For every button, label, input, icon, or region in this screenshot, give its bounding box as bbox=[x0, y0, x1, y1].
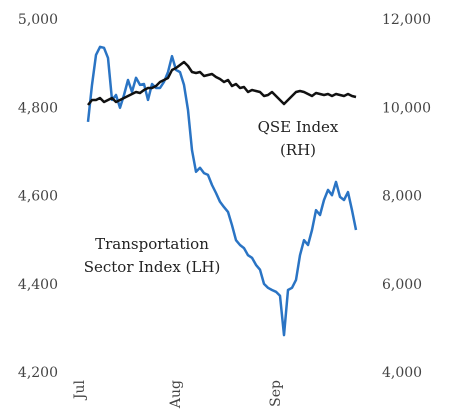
y2-tick-label: 12,000 bbox=[382, 12, 431, 28]
y-tick-label: 5,000 bbox=[18, 12, 58, 28]
y-tick-label: 4,200 bbox=[18, 365, 58, 381]
x-tick-label: Jul bbox=[72, 379, 88, 401]
series-line bbox=[87, 60, 357, 106]
annotation: QSE Index bbox=[258, 118, 339, 136]
x-tick-label: Aug bbox=[168, 380, 184, 409]
series-line bbox=[86, 45, 358, 337]
y2-tick-label: 6,000 bbox=[382, 277, 422, 293]
y-tick-label: 4,400 bbox=[18, 277, 58, 293]
y2-tick-label: 10,000 bbox=[382, 100, 431, 116]
y-tick-label: 4,600 bbox=[18, 189, 58, 205]
annotation: Transportation bbox=[95, 235, 209, 253]
x-tick-label: Sep bbox=[268, 380, 284, 407]
annotation: (RH) bbox=[280, 141, 316, 159]
y-tick-label: 4,800 bbox=[18, 100, 58, 116]
y2-tick-label: 4,000 bbox=[382, 365, 422, 381]
y2-tick-label: 8,000 bbox=[382, 189, 422, 205]
annotation: Sector Index (LH) bbox=[84, 258, 221, 276]
